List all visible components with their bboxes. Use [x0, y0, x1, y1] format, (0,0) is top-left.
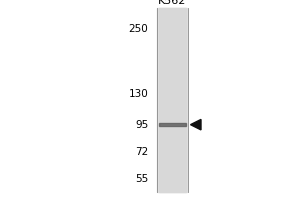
Text: 250: 250 — [129, 24, 148, 34]
Text: 55: 55 — [135, 174, 148, 184]
Polygon shape — [190, 119, 201, 130]
Bar — [159, 123, 186, 126]
Text: 95: 95 — [135, 120, 148, 130]
Text: 72: 72 — [135, 147, 148, 157]
Text: 130: 130 — [129, 89, 148, 99]
Bar — [158, 8, 188, 192]
Text: K562: K562 — [158, 0, 187, 6]
Bar — [159, 8, 186, 192]
